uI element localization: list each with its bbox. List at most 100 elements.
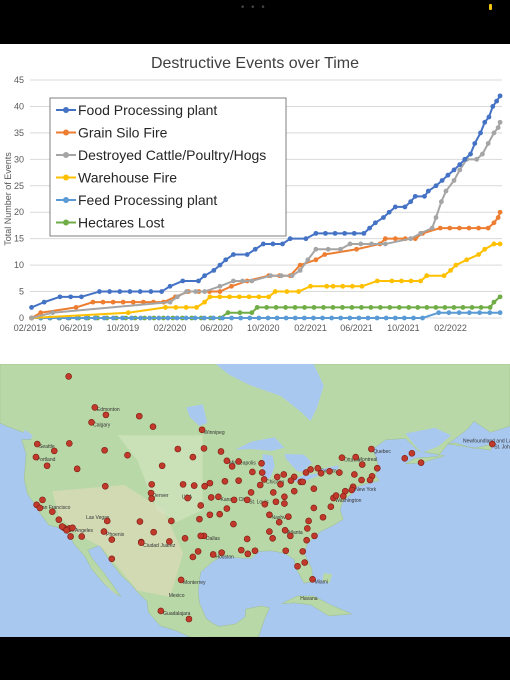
event-pin[interactable] — [244, 550, 252, 558]
event-pin[interactable] — [137, 539, 145, 546]
event-pin[interactable] — [189, 453, 197, 461]
event-pin[interactable] — [206, 511, 214, 519]
event-pin[interactable] — [310, 504, 318, 512]
event-pin[interactable] — [299, 478, 307, 486]
event-pin[interactable] — [366, 476, 374, 484]
event-pin[interactable] — [197, 502, 205, 509]
event-pin[interactable] — [166, 538, 173, 545]
event-pin[interactable] — [197, 532, 205, 540]
event-pin[interactable] — [136, 518, 144, 525]
event-pin[interactable] — [49, 508, 56, 515]
event-pin[interactable] — [281, 500, 288, 507]
event-pin[interactable] — [310, 485, 318, 493]
event-pin[interactable] — [189, 553, 197, 561]
event-pin[interactable] — [230, 520, 237, 528]
event-pin[interactable] — [149, 423, 157, 430]
event-pin[interactable] — [368, 445, 375, 453]
event-pin[interactable] — [181, 535, 189, 542]
event-pin[interactable] — [314, 464, 322, 472]
event-pin[interactable] — [185, 615, 193, 623]
event-pin[interactable] — [243, 535, 251, 543]
event-pin[interactable] — [78, 533, 86, 540]
event-pin[interactable] — [168, 517, 175, 525]
event-pin[interactable] — [351, 471, 358, 478]
event-pin[interactable] — [270, 489, 277, 496]
event-pin[interactable] — [73, 465, 81, 473]
event-pin[interactable] — [100, 528, 108, 535]
event-pin[interactable] — [55, 516, 63, 524]
event-pin[interactable] — [303, 536, 310, 544]
event-pin[interactable] — [148, 481, 155, 488]
event-pin[interactable] — [273, 473, 281, 481]
event-pin[interactable] — [258, 469, 266, 476]
event-pin[interactable] — [251, 547, 259, 555]
event-pin[interactable] — [32, 453, 40, 461]
event-pin[interactable] — [58, 523, 66, 530]
event-pin[interactable] — [69, 524, 76, 532]
event-pin[interactable] — [221, 477, 229, 485]
event-pin[interactable] — [299, 548, 307, 555]
event-pin[interactable] — [287, 477, 295, 484]
event-pin[interactable] — [67, 533, 74, 540]
event-pin[interactable] — [302, 469, 310, 476]
event-pin[interactable] — [269, 535, 276, 542]
event-pin[interactable] — [148, 495, 155, 502]
event-pin[interactable] — [256, 481, 264, 489]
event-pin[interactable] — [101, 482, 109, 490]
event-pin[interactable] — [91, 404, 99, 411]
event-pin[interactable] — [228, 463, 236, 470]
event-pin[interactable] — [218, 549, 225, 556]
event-pin[interactable] — [327, 503, 335, 511]
event-pin[interactable] — [311, 532, 318, 540]
event-pin[interactable] — [317, 469, 325, 477]
event-pin[interactable] — [33, 440, 41, 448]
event-pin[interactable] — [101, 446, 108, 454]
event-pin[interactable] — [39, 496, 46, 504]
event-pin[interactable] — [277, 481, 284, 488]
event-pin[interactable] — [235, 458, 242, 465]
event-pin[interactable] — [50, 447, 58, 455]
event-pin[interactable] — [36, 504, 44, 512]
event-pin[interactable] — [66, 440, 73, 447]
event-pin[interactable] — [103, 517, 111, 525]
event-pin[interactable] — [417, 459, 425, 466]
event-pin[interactable] — [339, 492, 347, 500]
event-pin[interactable] — [266, 528, 273, 535]
event-pin[interactable] — [147, 489, 155, 497]
event-pin[interactable] — [373, 464, 381, 472]
event-pin[interactable] — [348, 486, 356, 494]
event-pin[interactable] — [174, 445, 182, 453]
event-pin[interactable] — [489, 440, 496, 448]
event-pin[interactable] — [209, 551, 217, 558]
event-pin[interactable] — [408, 450, 416, 457]
event-pin[interactable] — [280, 471, 288, 478]
event-pin[interactable] — [282, 547, 290, 555]
event-pin[interactable] — [358, 476, 365, 484]
event-pin[interactable] — [287, 532, 294, 540]
event-pin[interactable] — [266, 511, 273, 519]
event-pin[interactable] — [179, 481, 187, 488]
event-pin[interactable] — [223, 457, 231, 465]
event-pin[interactable] — [88, 419, 95, 426]
event-pin[interactable] — [401, 455, 409, 462]
event-pin[interactable] — [63, 526, 70, 534]
event-pin[interactable] — [184, 494, 191, 502]
event-pin[interactable] — [281, 526, 289, 534]
event-pin[interactable] — [305, 517, 312, 525]
event-pin[interactable] — [358, 461, 366, 468]
event-pin[interactable] — [290, 487, 298, 495]
event-pin[interactable] — [338, 454, 346, 461]
event-pin[interactable] — [230, 496, 238, 504]
event-pin[interactable] — [207, 494, 215, 501]
event-pin[interactable] — [43, 462, 51, 470]
event-pin[interactable] — [326, 468, 333, 475]
event-pin[interactable] — [249, 468, 256, 476]
event-pin[interactable] — [258, 459, 265, 467]
event-pin[interactable] — [285, 513, 292, 520]
event-pin[interactable] — [275, 518, 283, 526]
event-pin[interactable] — [216, 510, 223, 518]
event-pin[interactable] — [194, 548, 202, 555]
event-pin[interactable] — [124, 451, 131, 459]
event-pin[interactable] — [247, 489, 255, 496]
event-pin[interactable] — [196, 515, 203, 523]
